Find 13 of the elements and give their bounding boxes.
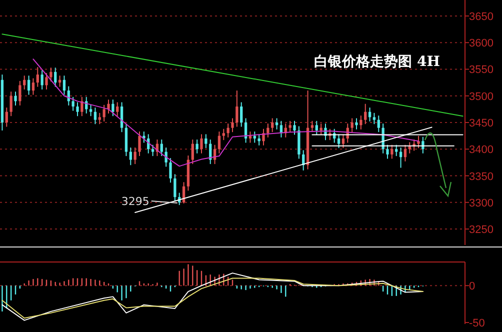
y-tick-label: 3350 xyxy=(469,170,494,183)
y-tick-label: 3250 xyxy=(469,224,494,236)
y-tick-label: 0 xyxy=(469,280,476,293)
y-tick-label: 3550 xyxy=(469,64,494,76)
y-tick-label: -50 xyxy=(469,318,485,330)
y-tick-label: 3400 xyxy=(469,144,494,156)
y-tick-label: 3300 xyxy=(469,197,494,210)
y-tick-label: 3500 xyxy=(469,90,494,103)
y-tick-label: 3450 xyxy=(469,118,494,130)
y-tick-label: 3650 xyxy=(469,10,494,23)
y-tick-label: 3600 xyxy=(469,38,494,50)
text: 白银价格走势图 4H xyxy=(314,54,440,70)
annotation: 3295 xyxy=(121,195,150,208)
